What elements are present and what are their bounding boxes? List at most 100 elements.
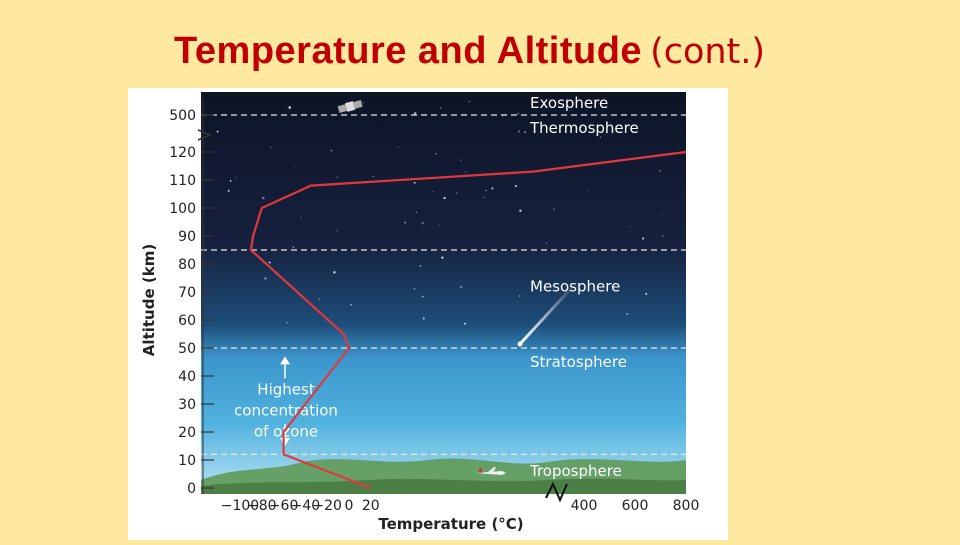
star (285, 104, 287, 106)
star (519, 209, 522, 212)
y-tick-label: 10 (178, 453, 196, 469)
star (468, 100, 471, 103)
star (413, 112, 417, 115)
x-tick-label: 20 (362, 498, 380, 514)
star (485, 189, 487, 192)
star (242, 298, 244, 300)
star (422, 317, 425, 320)
x-tick-label: −20 (312, 498, 342, 514)
star (435, 152, 438, 155)
meteor-icon (517, 281, 578, 347)
atmosphere-temperature-chart: 0 10 20 30 40 50 60 70 80 90 100 110 120 500 Altitude … (140, 92, 699, 533)
axes: 0 10 20 30 40 50 60 70 80 90 100 110 120 500 Altitude … (140, 98, 699, 533)
y-tick-label: 60 (178, 313, 196, 329)
star (662, 235, 664, 237)
star (519, 295, 521, 297)
star (459, 285, 463, 289)
star (465, 171, 467, 173)
star (262, 196, 265, 200)
y-tick-label: 100 (169, 201, 196, 217)
star (300, 216, 302, 219)
star (419, 265, 422, 267)
layer-label: Stratosphere (530, 353, 627, 371)
figure-panel: 0 10 20 30 40 50 60 70 80 90 100 110 120 500 Altitude … (128, 88, 728, 540)
ozone-annotation: Highest concentration of ozone (234, 356, 338, 446)
star (264, 277, 267, 280)
y-tick-label: 90 (178, 229, 196, 245)
star (517, 112, 520, 115)
star (397, 146, 400, 149)
annotation-arrow-up-head (280, 356, 290, 365)
star (288, 106, 291, 109)
star (268, 261, 271, 264)
layer-label: Troposphere (529, 462, 622, 480)
airplane-icon (476, 467, 506, 475)
y-tick-label: 500 (169, 108, 196, 124)
star (413, 288, 416, 290)
star (460, 159, 462, 161)
y-tick-label: 50 (178, 341, 196, 357)
x-tick-label: −40 (291, 498, 321, 514)
y-tick-label: 20 (178, 425, 196, 441)
y-tick-label: 30 (178, 397, 196, 413)
x-tick-label: 400 (571, 498, 598, 514)
y-tick-label: 40 (178, 369, 196, 385)
star (438, 224, 440, 226)
star (216, 130, 219, 133)
star (421, 295, 424, 298)
star (318, 298, 321, 301)
star (545, 242, 548, 244)
star (229, 180, 232, 182)
star (336, 230, 338, 232)
star (416, 211, 417, 213)
y-tick-label: 0 (187, 481, 196, 497)
star (413, 181, 416, 184)
star (362, 101, 364, 103)
star (645, 292, 648, 295)
layer-label: Thermosphere (529, 119, 639, 137)
star (626, 313, 629, 315)
layer-label: Exosphere (530, 94, 608, 112)
star (332, 315, 334, 317)
slide-title-main: Temperature and Altitude (174, 30, 643, 72)
star (658, 169, 661, 172)
star (580, 126, 583, 128)
x-tick-label: −80 (247, 498, 277, 514)
temperature-series (249, 150, 687, 490)
slide-title: Temperature and Altitude (cont.) (174, 26, 874, 76)
satellite-icon (337, 99, 363, 113)
star (269, 146, 272, 149)
star (463, 322, 466, 325)
x-tick-label: 800 (673, 498, 700, 514)
star (350, 303, 353, 306)
layer-boundaries (201, 114, 686, 455)
layer-label: Mesosphere (530, 277, 620, 295)
sky-background (201, 92, 686, 494)
star (336, 176, 338, 178)
star (524, 131, 527, 134)
layer-labels: Exosphere Thermosphere Mesosphere Stratosph… (529, 94, 639, 480)
x-tick-label: 0 (345, 498, 354, 514)
star (404, 221, 407, 224)
star (294, 165, 295, 167)
star (440, 107, 442, 109)
star (456, 192, 458, 194)
star (421, 222, 424, 225)
temperature-line (249, 150, 687, 490)
y-tick-label: 120 (169, 145, 196, 161)
star (292, 246, 294, 248)
star (514, 184, 517, 188)
y-tick-label: 70 (178, 285, 196, 301)
star (330, 149, 333, 152)
star (441, 256, 444, 259)
annotation-text: of ozone (254, 422, 318, 440)
star (642, 237, 645, 240)
x-axis-label: Temperature (°C) (378, 515, 523, 533)
star (333, 271, 336, 274)
x-axis-break (545, 481, 568, 503)
y-axis-label: Altitude (km) (140, 244, 158, 356)
star (235, 177, 238, 179)
slide-title-cont: (cont.) (650, 32, 766, 72)
star (443, 196, 446, 200)
x-tick-label: 600 (622, 498, 649, 514)
